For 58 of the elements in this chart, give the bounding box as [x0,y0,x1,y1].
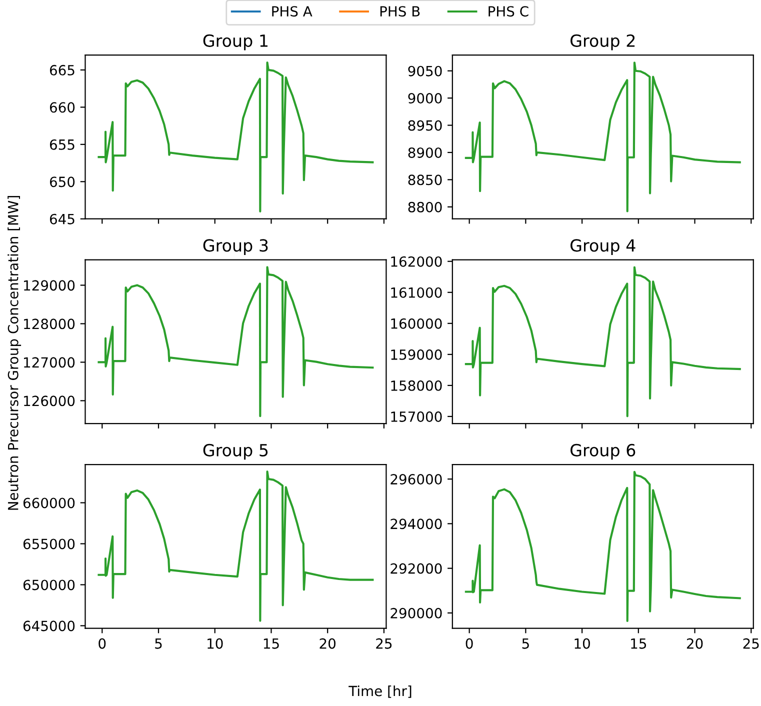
x-tick-label: 25 [743,638,759,649]
y-tick-label: 8800 [408,202,442,212]
y-tick-label: 650 [50,176,75,188]
y-tick-label: 157000 [391,411,442,422]
y-tick-label: 8950 [408,120,442,131]
x-tick-label: 15 [264,638,279,649]
chart-title: Group 2 [570,34,635,50]
legend-label: PHS B [380,6,420,17]
x-tick-label: 5 [155,638,162,649]
y-tick-label: 126000 [24,396,75,406]
y-tick-label: 158000 [391,380,442,391]
legend-label: PHS A [272,6,312,17]
x-tick-label: 10 [208,638,223,649]
y-tick-label: 129000 [24,280,75,291]
x-tick-label: 25 [376,638,392,649]
y-tick-label: 8850 [408,174,442,186]
y-tick-label: 161000 [391,287,442,298]
chart-title: Group 3 [203,239,268,255]
x-tick-label: 5 [522,638,529,649]
y-tick-label: 665 [50,64,74,76]
x-tick-label: 0 [466,638,473,649]
x-tick-label: 20 [686,638,703,649]
y-tick-label: 290000 [390,608,442,618]
x-tick-label: 0 [98,638,106,649]
x-tick-label: 20 [320,638,336,649]
y-tick-label: 660 [50,102,75,113]
line-series [98,470,374,622]
line-series [98,61,374,212]
y-tick-label: 159000 [391,349,442,360]
y-tick-label: 645 [50,214,74,224]
y-tick-label: 162000 [391,256,442,267]
y-tick-label: 294000 [390,518,442,530]
y-tick-label: 292000 [390,563,442,574]
legend-label: PHS C [488,6,528,17]
chart-title: Group 1 [203,34,268,50]
y-tick-label: 127000 [24,357,75,368]
chart-title: Group 5 [203,444,268,460]
y-tick-label: 128000 [24,318,75,330]
chart-title: Group 6 [570,444,636,460]
y-tick-label: 660000 [23,498,75,508]
y-tick-label: 645000 [23,620,75,632]
x-axis-title: Time [hr] [348,686,412,698]
y-tick-label: 655 [50,139,74,150]
y-tick-label: 296000 [390,474,442,485]
chart-title: Group 4 [570,239,636,255]
line-series [98,266,374,418]
y-tick-label: 9050 [408,66,442,76]
y-axis-title: Neutron Precursor Group Concentration [MW] [8,196,22,510]
y-tick-label: 650000 [23,580,75,590]
x-tick-label: 10 [574,638,590,649]
line-series [464,62,741,212]
y-tick-label: 160000 [391,318,442,329]
y-tick-label: 8900 [408,147,442,158]
x-tick-label: 15 [631,638,646,649]
line-series [464,470,741,622]
y-tick-label: 655000 [23,538,75,550]
y-tick-label: 9000 [408,93,442,104]
line-series [464,266,741,418]
